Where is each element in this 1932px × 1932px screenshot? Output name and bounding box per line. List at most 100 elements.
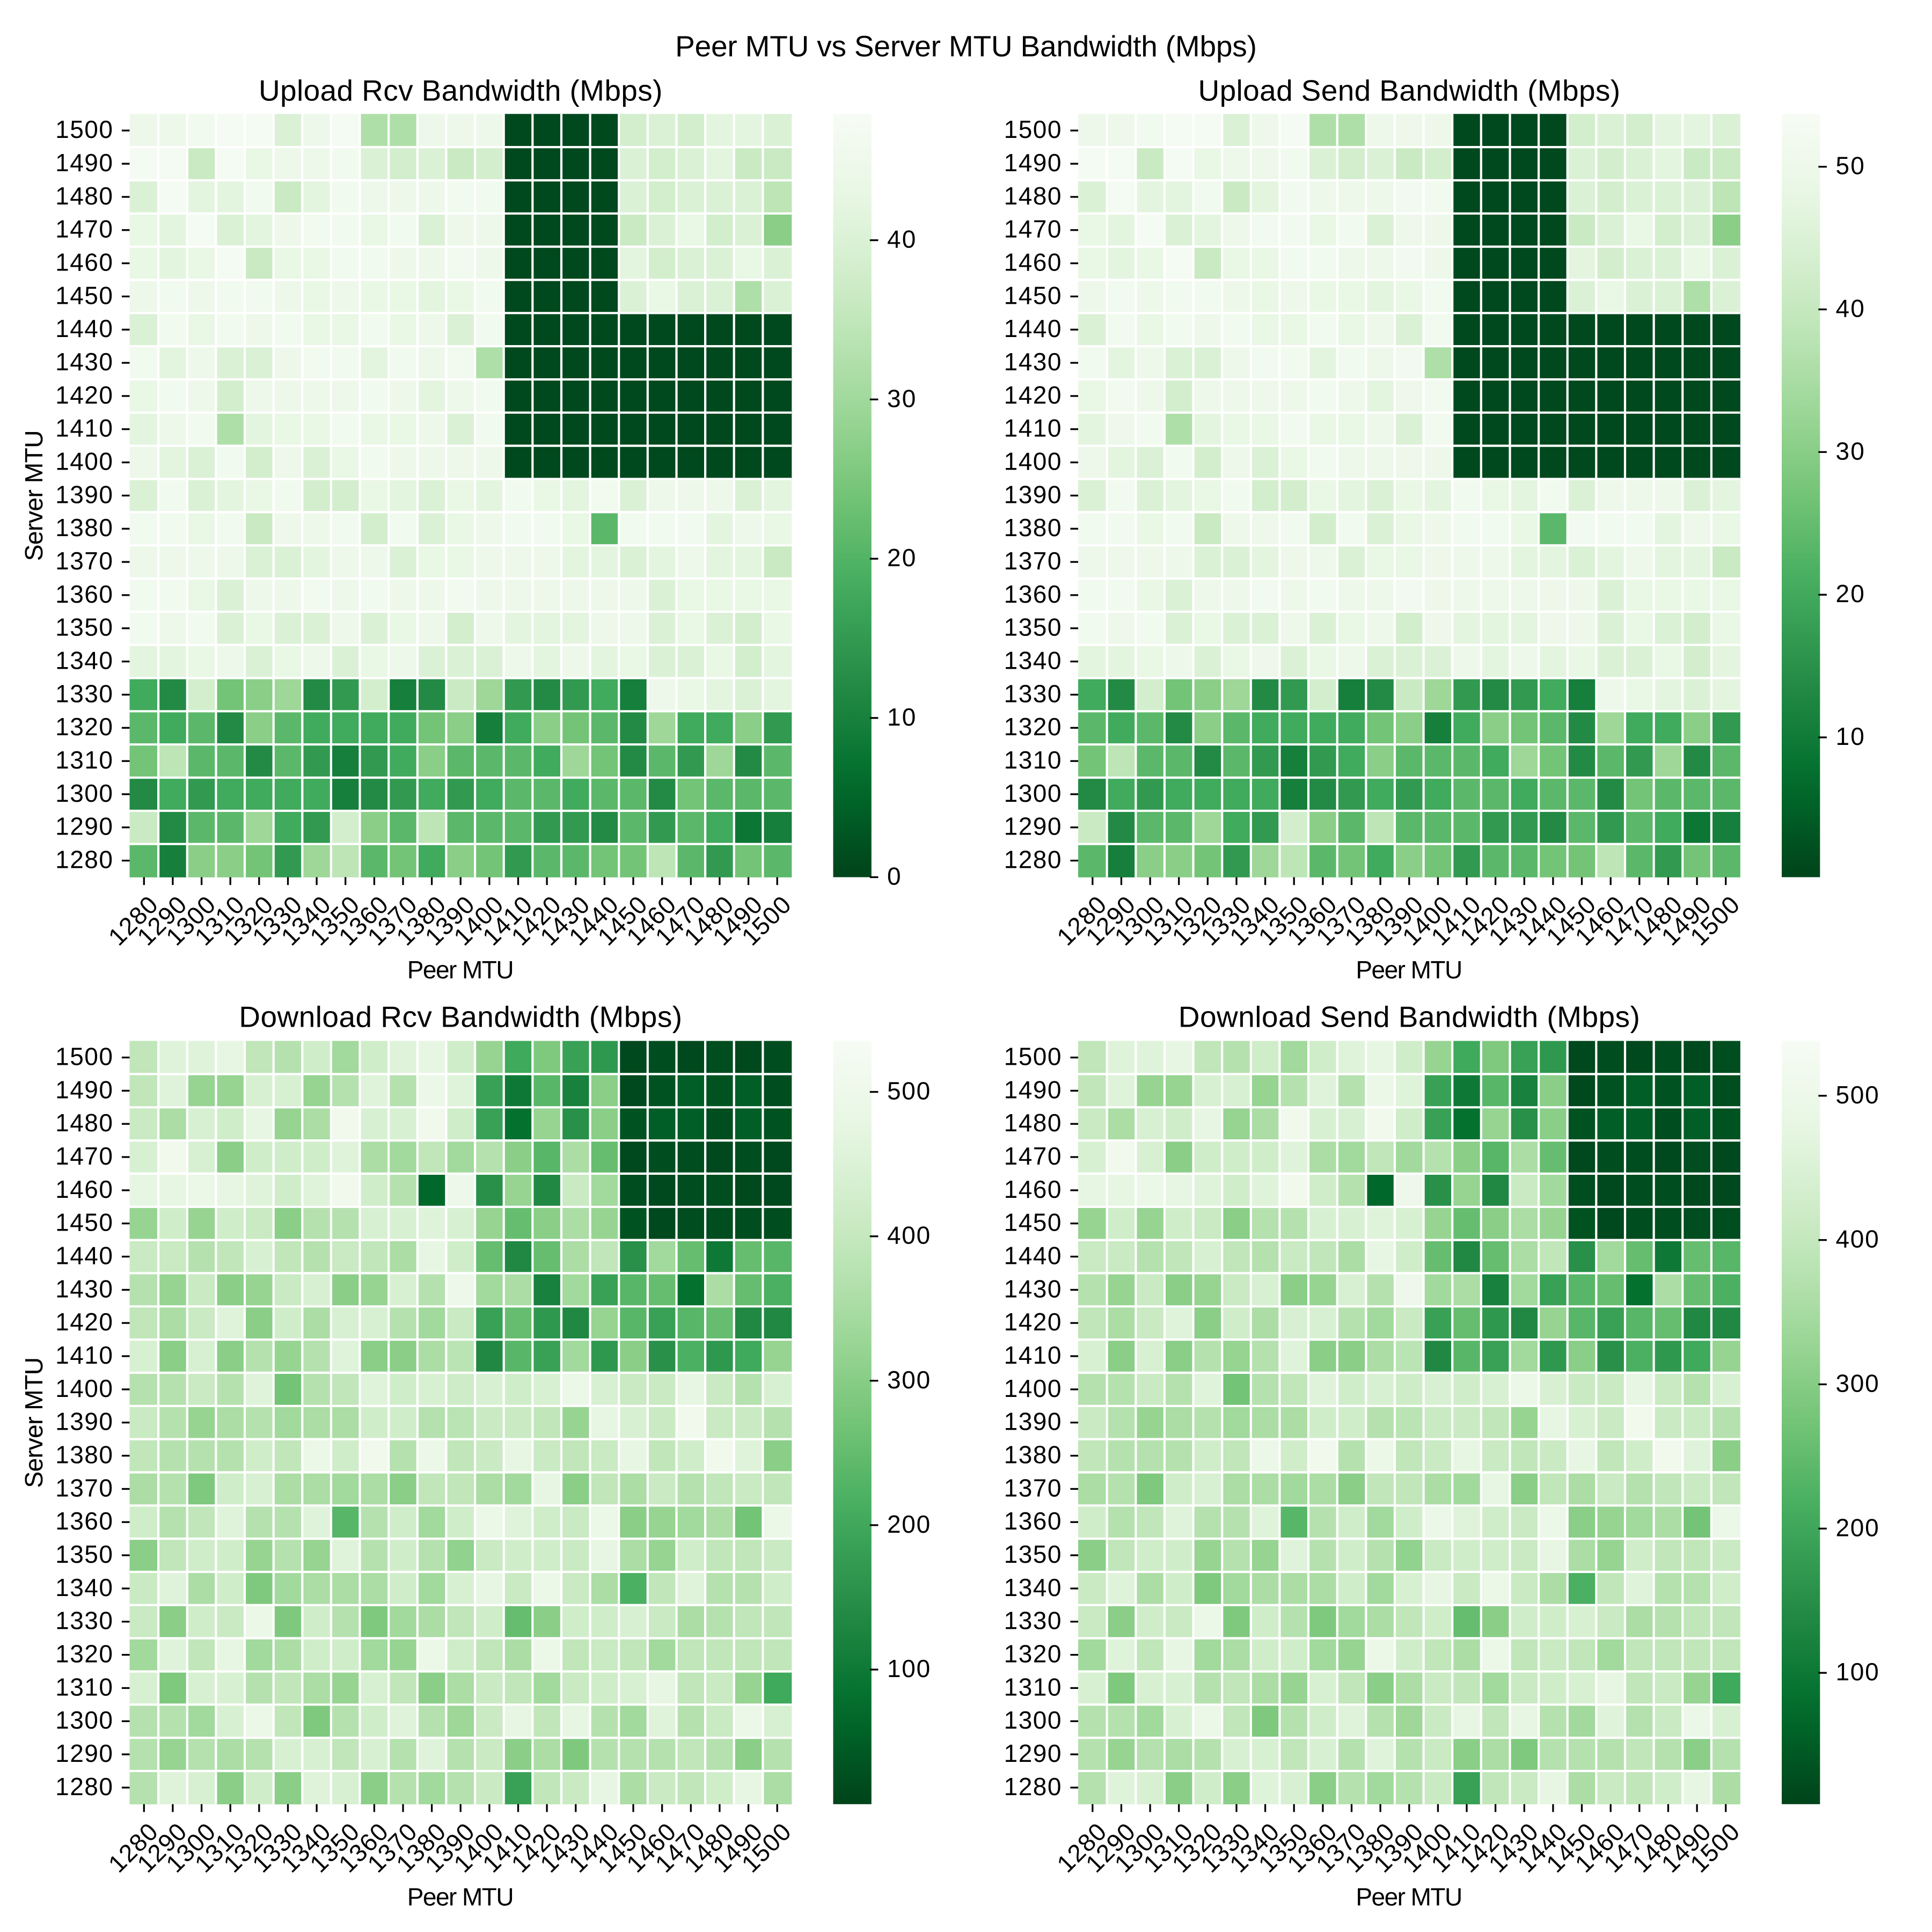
svg-text:0: 0 [887, 862, 901, 890]
svg-text:Peer MTU vs Server MTU Bandwid: Peer MTU vs Server MTU Bandwidth (Mbps) [675, 30, 1257, 63]
svg-text:1290: 1290 [1004, 1739, 1062, 1767]
svg-text:1500: 1500 [1004, 1043, 1062, 1071]
svg-text:1460: 1460 [55, 1175, 113, 1203]
svg-text:1280: 1280 [55, 846, 113, 874]
svg-text:1330: 1330 [1004, 1607, 1062, 1635]
svg-text:200: 200 [1836, 1513, 1879, 1541]
svg-text:1320: 1320 [1004, 713, 1062, 741]
svg-text:1430: 1430 [1004, 1275, 1062, 1302]
svg-text:1400: 1400 [55, 448, 113, 475]
svg-text:1370: 1370 [55, 547, 113, 575]
svg-text:1480: 1480 [55, 182, 113, 210]
svg-text:1310: 1310 [1004, 1673, 1062, 1701]
svg-text:1420: 1420 [55, 381, 113, 409]
svg-text:Peer MTU: Peer MTU [407, 1883, 514, 1911]
svg-text:1440: 1440 [55, 314, 113, 342]
svg-text:Server MTU: Server MTU [20, 1357, 48, 1488]
svg-text:1470: 1470 [55, 215, 113, 243]
svg-text:200: 200 [887, 1510, 930, 1538]
svg-text:300: 300 [887, 1366, 930, 1394]
svg-text:1450: 1450 [1004, 1209, 1062, 1236]
svg-text:1360: 1360 [55, 1507, 113, 1535]
svg-text:1420: 1420 [1004, 381, 1062, 409]
svg-text:1490: 1490 [55, 149, 113, 177]
svg-text:1480: 1480 [1004, 1109, 1062, 1137]
svg-text:1500: 1500 [55, 115, 113, 143]
svg-text:1350: 1350 [55, 1540, 113, 1568]
svg-text:1440: 1440 [1004, 1242, 1062, 1270]
svg-text:1290: 1290 [1004, 813, 1062, 840]
svg-text:1420: 1420 [1004, 1308, 1062, 1336]
svg-text:1430: 1430 [1004, 348, 1062, 376]
svg-text:1340: 1340 [1004, 1574, 1062, 1601]
svg-text:1410: 1410 [1004, 1341, 1062, 1369]
svg-text:Peer MTU: Peer MTU [1356, 956, 1462, 984]
svg-text:1440: 1440 [55, 1242, 113, 1270]
svg-text:1350: 1350 [1004, 1540, 1062, 1568]
svg-text:1320: 1320 [1004, 1640, 1062, 1668]
svg-text:1330: 1330 [1004, 679, 1062, 707]
svg-text:1310: 1310 [55, 1673, 113, 1701]
svg-text:1400: 1400 [55, 1374, 113, 1402]
svg-text:1380: 1380 [55, 514, 113, 541]
svg-text:1410: 1410 [1004, 414, 1062, 442]
svg-text:1280: 1280 [1004, 1773, 1062, 1801]
svg-text:Server MTU: Server MTU [20, 430, 48, 561]
svg-text:1290: 1290 [55, 1739, 113, 1767]
svg-text:1450: 1450 [55, 281, 113, 309]
svg-text:1360: 1360 [1004, 580, 1062, 608]
svg-text:Download Rcv Bandwidth (Mbps): Download Rcv Bandwidth (Mbps) [239, 1000, 682, 1034]
svg-text:1340: 1340 [55, 1574, 113, 1601]
svg-text:1500: 1500 [1004, 115, 1062, 143]
svg-text:1430: 1430 [55, 1275, 113, 1302]
svg-text:100: 100 [887, 1655, 930, 1682]
svg-text:1490: 1490 [55, 1075, 113, 1103]
svg-text:1300: 1300 [55, 1706, 113, 1734]
svg-text:1280: 1280 [1004, 846, 1062, 874]
svg-text:1300: 1300 [1004, 779, 1062, 807]
svg-text:1370: 1370 [1004, 547, 1062, 575]
svg-text:1390: 1390 [55, 480, 113, 508]
svg-text:1340: 1340 [55, 647, 113, 675]
svg-text:300: 300 [1836, 1370, 1879, 1397]
svg-text:Peer MTU: Peer MTU [407, 956, 514, 984]
svg-text:1490: 1490 [1004, 149, 1062, 177]
svg-text:1380: 1380 [1004, 514, 1062, 541]
svg-text:400: 400 [1836, 1225, 1879, 1253]
svg-text:1420: 1420 [55, 1308, 113, 1336]
svg-text:Download Send Bandwidth (Mbps): Download Send Bandwidth (Mbps) [1179, 1000, 1640, 1034]
svg-text:1280: 1280 [55, 1773, 113, 1801]
svg-text:1440: 1440 [1004, 314, 1062, 342]
svg-text:Server MTU: Server MTU [20, 1357, 48, 1488]
svg-text:1360: 1360 [1004, 1507, 1062, 1535]
svg-text:1320: 1320 [55, 713, 113, 741]
svg-text:1300: 1300 [1004, 1706, 1062, 1734]
svg-text:1320: 1320 [55, 1640, 113, 1668]
svg-text:1390: 1390 [55, 1408, 113, 1436]
svg-text:1310: 1310 [55, 746, 113, 774]
svg-text:Upload Rcv Bandwidth (Mbps): Upload Rcv Bandwidth (Mbps) [259, 74, 662, 107]
svg-text:1400: 1400 [1004, 1374, 1062, 1402]
svg-text:Upload Send Bandwidth (Mbps): Upload Send Bandwidth (Mbps) [1198, 74, 1621, 107]
svg-text:1430: 1430 [55, 348, 113, 376]
svg-text:1370: 1370 [1004, 1474, 1062, 1502]
svg-text:1400: 1400 [1004, 448, 1062, 475]
svg-text:1490: 1490 [1004, 1075, 1062, 1103]
svg-text:1380: 1380 [1004, 1441, 1062, 1469]
svg-text:1410: 1410 [55, 414, 113, 442]
svg-text:1340: 1340 [1004, 647, 1062, 675]
svg-text:1360: 1360 [55, 580, 113, 608]
svg-text:1380: 1380 [55, 1441, 113, 1469]
svg-text:Server MTU: Server MTU [20, 430, 48, 561]
svg-text:1330: 1330 [55, 679, 113, 707]
svg-text:1480: 1480 [1004, 182, 1062, 210]
svg-text:1310: 1310 [1004, 746, 1062, 774]
svg-text:500: 500 [1836, 1081, 1879, 1109]
svg-text:1500: 1500 [55, 1043, 113, 1071]
svg-text:Peer MTU: Peer MTU [1356, 1883, 1462, 1911]
svg-text:1450: 1450 [55, 1209, 113, 1236]
svg-text:1350: 1350 [1004, 613, 1062, 641]
svg-text:1470: 1470 [1004, 1142, 1062, 1170]
svg-text:1480: 1480 [55, 1109, 113, 1137]
svg-text:1330: 1330 [55, 1607, 113, 1635]
